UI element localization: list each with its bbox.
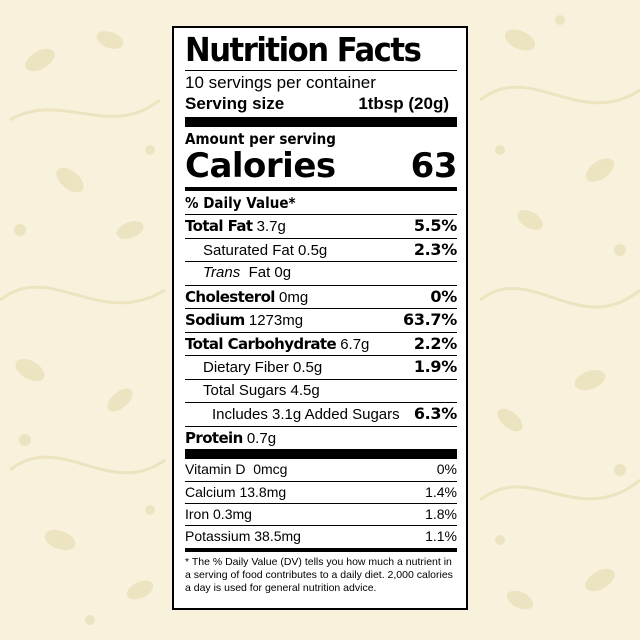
nutrient-name: Saturated Fat 0.5g xyxy=(203,241,328,259)
medium-divider xyxy=(185,548,457,552)
daily-value-header: % Daily Value* xyxy=(185,194,296,212)
vitamin-dv: 1.8% xyxy=(425,506,457,522)
vitamin-name: Calcium 13.8mg xyxy=(185,484,287,500)
vitamin-row-calcium: Calcium 13.8mg 1.4% xyxy=(185,481,457,503)
nutrient-amount: 3.7g xyxy=(256,218,286,235)
vitamin-name: Potassium 38.5mg xyxy=(185,528,301,544)
serving-size-row: Serving size 1tbsp (20g) xyxy=(185,93,457,115)
daily-value-footnote: * The % Daily Value (DV) tells you how m… xyxy=(185,556,453,594)
nutrition-facts-title: Nutrition Facts xyxy=(185,30,422,69)
thick-divider xyxy=(185,449,457,459)
vitamin-dv: 0% xyxy=(436,461,457,477)
nutrient-dv: 2.2% xyxy=(413,333,457,353)
nutrient-amount: 6.7g xyxy=(340,335,370,353)
nutrient-row-total-sugars: Total Sugars 4.5g xyxy=(185,378,457,403)
nutrient-dv: 1.9% xyxy=(413,357,457,376)
nutrient-name: Total Carbohydrate xyxy=(185,334,337,353)
nutrient-dv: 5.5% xyxy=(413,216,457,235)
nutrient-row-total-fat: Total Fat 3.7g 5.5% xyxy=(185,214,457,238)
nutrient-row-cholesterol: Cholesterol 0mg 0% xyxy=(185,284,457,309)
vitamin-name: Vitamin D 0mcg xyxy=(185,461,288,477)
nutrient-dv: 6.3% xyxy=(413,404,457,423)
trans-prefix: Trans xyxy=(203,264,241,281)
nutrient-row-added-sugars: Includes 3.1g Added Sugars 6.3% xyxy=(185,402,457,426)
nutrient-name: Sodium xyxy=(185,311,245,329)
vitamin-row-vitamin-d: Vitamin D 0mcg 0% xyxy=(185,459,457,481)
nutrient-name: Fat 0g xyxy=(248,264,292,281)
amount-per-serving: Amount per serving xyxy=(185,130,336,148)
nutrient-row-dietary-fiber: Dietary Fiber 0.5g 1.9% xyxy=(185,355,457,379)
vitamin-dv: 1.4% xyxy=(425,484,457,500)
calories-label: Calories xyxy=(185,146,336,186)
medium-divider xyxy=(185,187,457,191)
nutrient-name: Protein xyxy=(185,428,243,447)
vitamin-row-potassium: Potassium 38.5mg 1.1% xyxy=(185,525,457,547)
vitamin-dv: 1.1% xyxy=(425,528,457,544)
calories-value: 63 xyxy=(410,146,458,186)
nutrient-dv: 63.7% xyxy=(402,310,457,329)
servings-per-container: 10 servings per container xyxy=(185,73,376,92)
serving-size-value: 1tbsp (20g) xyxy=(358,94,449,113)
nutrient-row-total-carbohydrate: Total Carbohydrate 6.7g 2.2% xyxy=(185,331,457,356)
nutrient-row-saturated-fat: Saturated Fat 0.5g 2.3% xyxy=(185,237,457,262)
nutrient-dv: 0% xyxy=(430,286,457,306)
nutrient-name: Total Fat xyxy=(185,217,253,235)
nutrient-row-trans-fat: Trans Fat 0g xyxy=(185,261,457,285)
nutrient-name: Includes 3.1g Added Sugars xyxy=(212,406,400,423)
calories-row: Calories 63 xyxy=(185,146,458,186)
vitamins-minerals-list: Vitamin D 0mcg 0% Calcium 13.8mg 1.4% Ir… xyxy=(185,459,457,547)
nutrient-dv: 2.3% xyxy=(413,239,457,259)
vitamin-row-iron: Iron 0.3mg 1.8% xyxy=(185,503,457,525)
divider xyxy=(185,70,457,71)
nutrition-facts-label: Nutrition Facts 10 servings per containe… xyxy=(172,26,468,610)
nutrient-name: Cholesterol xyxy=(185,287,275,306)
serving-size-label: Serving size xyxy=(185,94,285,113)
vitamin-name: Iron 0.3mg xyxy=(185,506,252,522)
nutrient-amount: 0.7g xyxy=(246,429,277,447)
nutrient-row-protein: Protein 0.7g xyxy=(185,425,457,450)
nutrient-amount: 1273mg xyxy=(248,312,304,329)
nutrient-amount: 0mg xyxy=(279,288,309,306)
nutrient-name: Total Sugars 4.5g xyxy=(203,381,320,399)
thick-divider xyxy=(185,117,457,127)
nutrient-row-sodium: Sodium 1273mg 63.7% xyxy=(185,308,457,332)
nutrient-name: Dietary Fiber 0.5g xyxy=(203,359,323,376)
